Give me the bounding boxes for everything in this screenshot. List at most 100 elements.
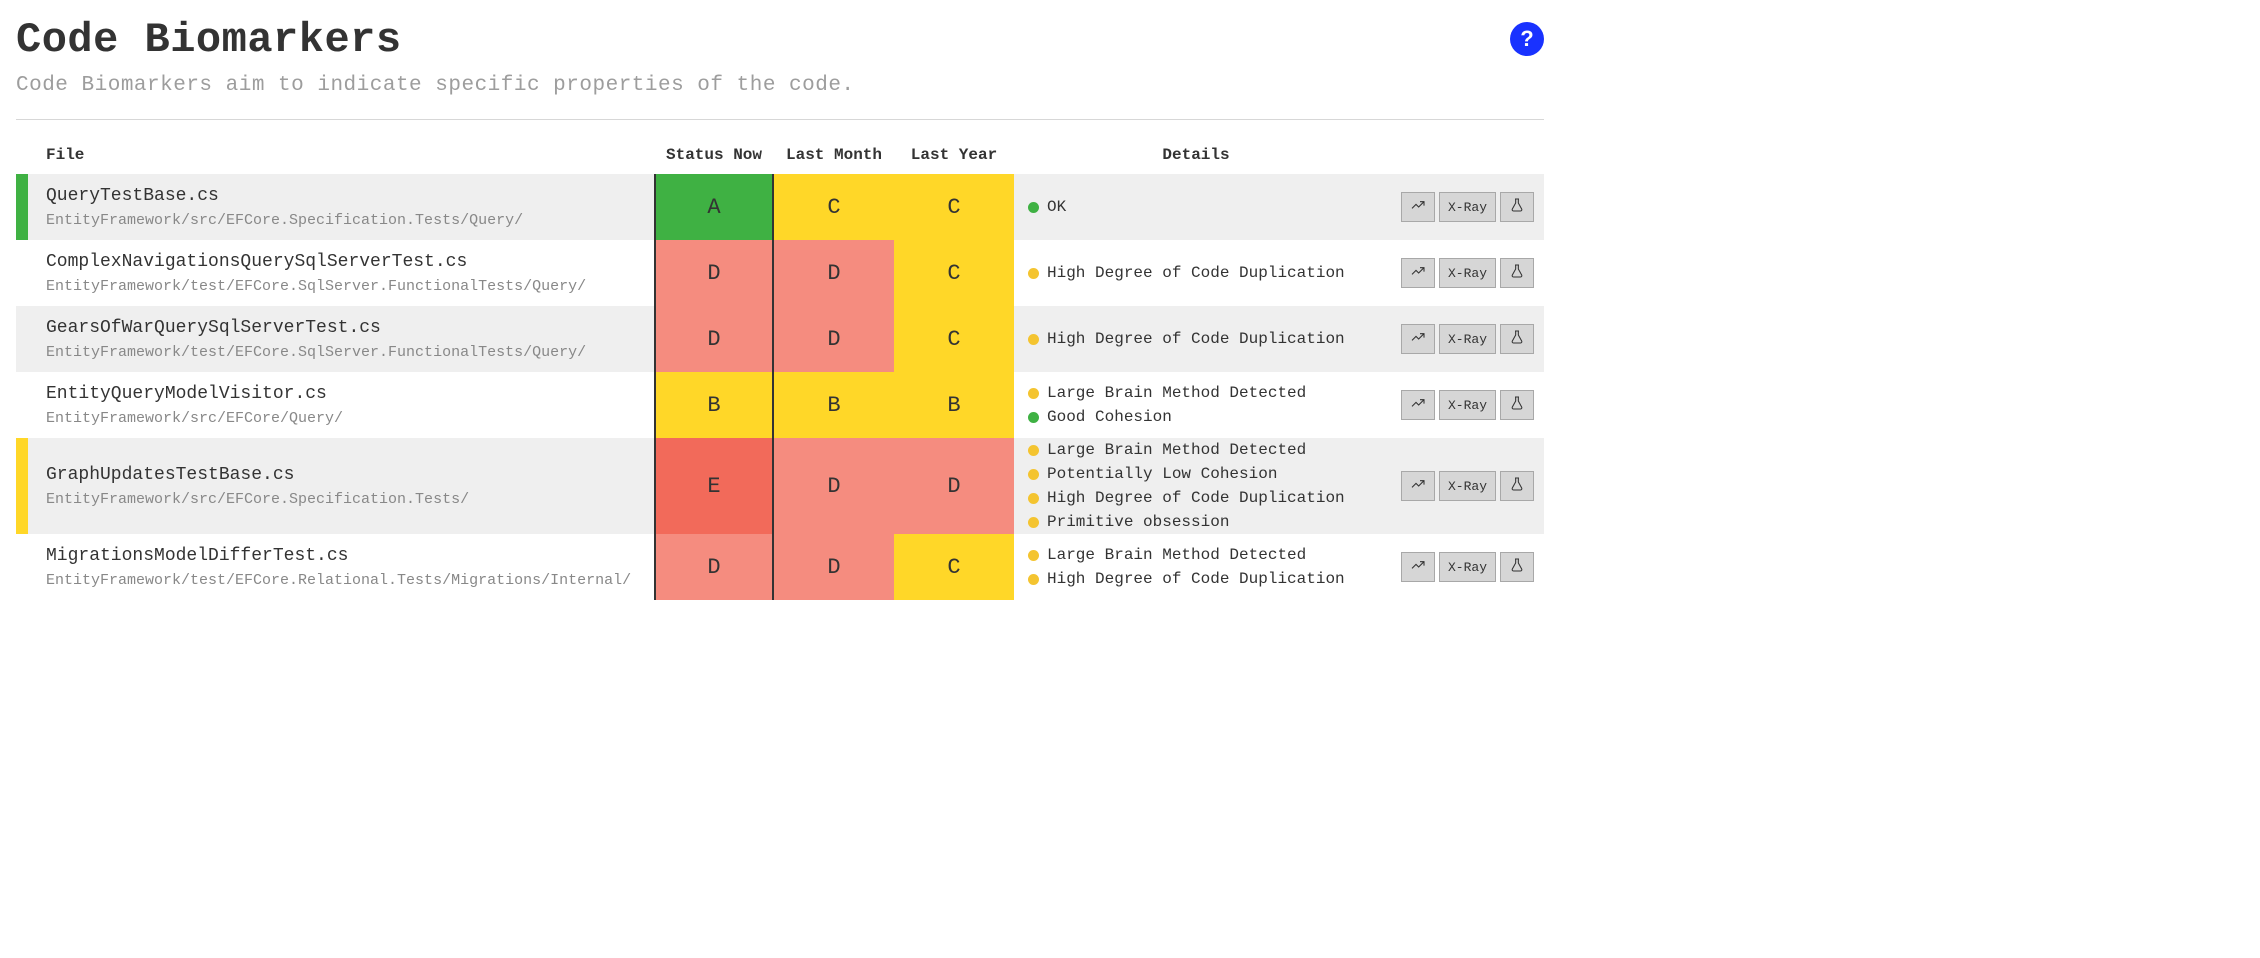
detail-text: High Degree of Code Duplication (1047, 567, 1345, 591)
row-status-stripe (16, 240, 28, 306)
detail-line: Primitive obsession (1028, 510, 1364, 534)
page-header: Code Biomarkers Code Biomarkers aim to i… (16, 16, 1544, 105)
flask-button[interactable] (1500, 258, 1534, 288)
actions-cell: X-Ray (1364, 174, 1544, 240)
flask-icon (1509, 197, 1525, 217)
detail-line: High Degree of Code Duplication (1028, 327, 1364, 351)
col-last-year-header: Last Year (894, 146, 1014, 164)
table-row: GearsOfWarQuerySqlServerTest.csEntityFra… (16, 306, 1544, 372)
action-button-group: X-Ray (1401, 258, 1534, 288)
trend-chart-button[interactable] (1401, 390, 1435, 420)
action-button-group: X-Ray (1401, 324, 1534, 354)
file-cell: EntityQueryModelVisitor.csEntityFramewor… (28, 372, 654, 438)
detail-line: High Degree of Code Duplication (1028, 486, 1364, 510)
severity-dot-icon (1028, 469, 1039, 480)
severity-dot-icon (1028, 388, 1039, 399)
row-status-stripe (16, 174, 28, 240)
detail-text: Potentially Low Cohesion (1047, 462, 1277, 486)
trend-chart-button[interactable] (1401, 192, 1435, 222)
detail-text: High Degree of Code Duplication (1047, 486, 1345, 510)
biomarkers-table: File Status Now Last Month Last Year Det… (16, 130, 1544, 600)
action-button-group: X-Ray (1401, 390, 1534, 420)
file-path: EntityFramework/src/EFCore.Specification… (46, 212, 654, 229)
trend-chart-button[interactable] (1401, 552, 1435, 582)
file-cell: GraphUpdatesTestBase.csEntityFramework/s… (28, 438, 654, 534)
col-actions-header (1364, 146, 1544, 164)
col-file-header: File (28, 146, 654, 164)
help-icon[interactable]: ? (1510, 22, 1544, 56)
xray-button[interactable]: X-Ray (1439, 471, 1496, 501)
severity-dot-icon (1028, 202, 1039, 213)
flask-button[interactable] (1500, 390, 1534, 420)
xray-button-label: X-Ray (1448, 398, 1487, 413)
xray-button[interactable]: X-Ray (1439, 192, 1496, 222)
severity-dot-icon (1028, 550, 1039, 561)
row-status-stripe (16, 438, 28, 534)
flask-icon (1509, 557, 1525, 577)
row-status-stripe (16, 306, 28, 372)
details-cell: Large Brain Method DetectedPotentially L… (1014, 438, 1364, 534)
xray-button[interactable]: X-Ray (1439, 552, 1496, 582)
severity-dot-icon (1028, 517, 1039, 528)
last-year-grade: B (894, 372, 1014, 438)
actions-cell: X-Ray (1364, 372, 1544, 438)
col-stripe-header (16, 146, 28, 164)
file-cell: MigrationsModelDifferTest.csEntityFramew… (28, 534, 654, 600)
last-year-grade: C (894, 306, 1014, 372)
trend-chart-button[interactable] (1401, 471, 1435, 501)
last-month-grade: D (774, 306, 894, 372)
severity-dot-icon (1028, 268, 1039, 279)
actions-cell: X-Ray (1364, 534, 1544, 600)
file-name: QueryTestBase.cs (46, 186, 654, 206)
flask-button[interactable] (1500, 324, 1534, 354)
flask-button[interactable] (1500, 192, 1534, 222)
file-name: MigrationsModelDifferTest.cs (46, 546, 654, 566)
file-path: EntityFramework/test/EFCore.SqlServer.Fu… (46, 344, 654, 361)
xray-button-label: X-Ray (1448, 479, 1487, 494)
details-cell: Large Brain Method DetectedHigh Degree o… (1014, 534, 1364, 600)
xray-button-label: X-Ray (1448, 200, 1487, 215)
chart-icon (1410, 263, 1426, 283)
chart-icon (1410, 329, 1426, 349)
trend-chart-button[interactable] (1401, 258, 1435, 288)
flask-icon (1509, 476, 1525, 496)
row-status-stripe (16, 534, 28, 600)
action-button-group: X-Ray (1401, 192, 1534, 222)
severity-dot-icon (1028, 445, 1039, 456)
detail-line: Good Cohesion (1028, 405, 1364, 429)
xray-button-label: X-Ray (1448, 266, 1487, 281)
status-now-grade: E (654, 438, 774, 534)
xray-button-label: X-Ray (1448, 560, 1487, 575)
details-cell: High Degree of Code Duplication (1014, 306, 1364, 372)
header-separator (16, 119, 1544, 120)
status-now-grade: D (654, 306, 774, 372)
file-name: ComplexNavigationsQuerySqlServerTest.cs (46, 252, 654, 272)
last-month-grade: C (774, 174, 894, 240)
page-title: Code Biomarkers (16, 16, 855, 64)
table-row: QueryTestBase.cs EntityFramework/src/EFCo… (16, 174, 1544, 240)
flask-icon (1509, 329, 1525, 349)
details-cell: OK (1014, 174, 1364, 240)
file-name: GraphUpdatesTestBase.cs (46, 465, 654, 485)
actions-cell: X-Ray (1364, 438, 1544, 534)
flask-button[interactable] (1500, 471, 1534, 501)
file-cell: GearsOfWarQuerySqlServerTest.csEntityFra… (28, 306, 654, 372)
detail-text: Good Cohesion (1047, 405, 1172, 429)
xray-button[interactable]: X-Ray (1439, 258, 1496, 288)
detail-text: Large Brain Method Detected (1047, 438, 1306, 462)
last-year-grade: C (894, 534, 1014, 600)
chart-icon (1410, 197, 1426, 217)
chart-icon (1410, 476, 1426, 496)
detail-line: High Degree of Code Duplication (1028, 261, 1364, 285)
action-button-group: X-Ray (1401, 471, 1534, 501)
xray-button[interactable]: X-Ray (1439, 390, 1496, 420)
detail-text: Large Brain Method Detected (1047, 381, 1306, 405)
flask-button[interactable] (1500, 552, 1534, 582)
detail-line: Large Brain Method Detected (1028, 381, 1364, 405)
file-path: EntityFramework/test/EFCore.SqlServer.Fu… (46, 278, 654, 295)
trend-chart-button[interactable] (1401, 324, 1435, 354)
detail-text: High Degree of Code Duplication (1047, 327, 1345, 351)
table-row: EntityQueryModelVisitor.csEntityFramewor… (16, 372, 1544, 438)
xray-button[interactable]: X-Ray (1439, 324, 1496, 354)
chart-icon (1410, 395, 1426, 415)
